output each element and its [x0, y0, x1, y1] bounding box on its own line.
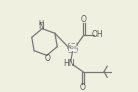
Text: O: O — [81, 15, 87, 24]
Text: Abs: Abs — [67, 45, 78, 50]
Text: N: N — [38, 22, 44, 31]
Text: H: H — [39, 20, 44, 26]
Text: O: O — [80, 83, 86, 92]
Text: HN: HN — [63, 59, 75, 68]
Text: OH: OH — [92, 31, 104, 39]
Text: O: O — [44, 54, 50, 63]
